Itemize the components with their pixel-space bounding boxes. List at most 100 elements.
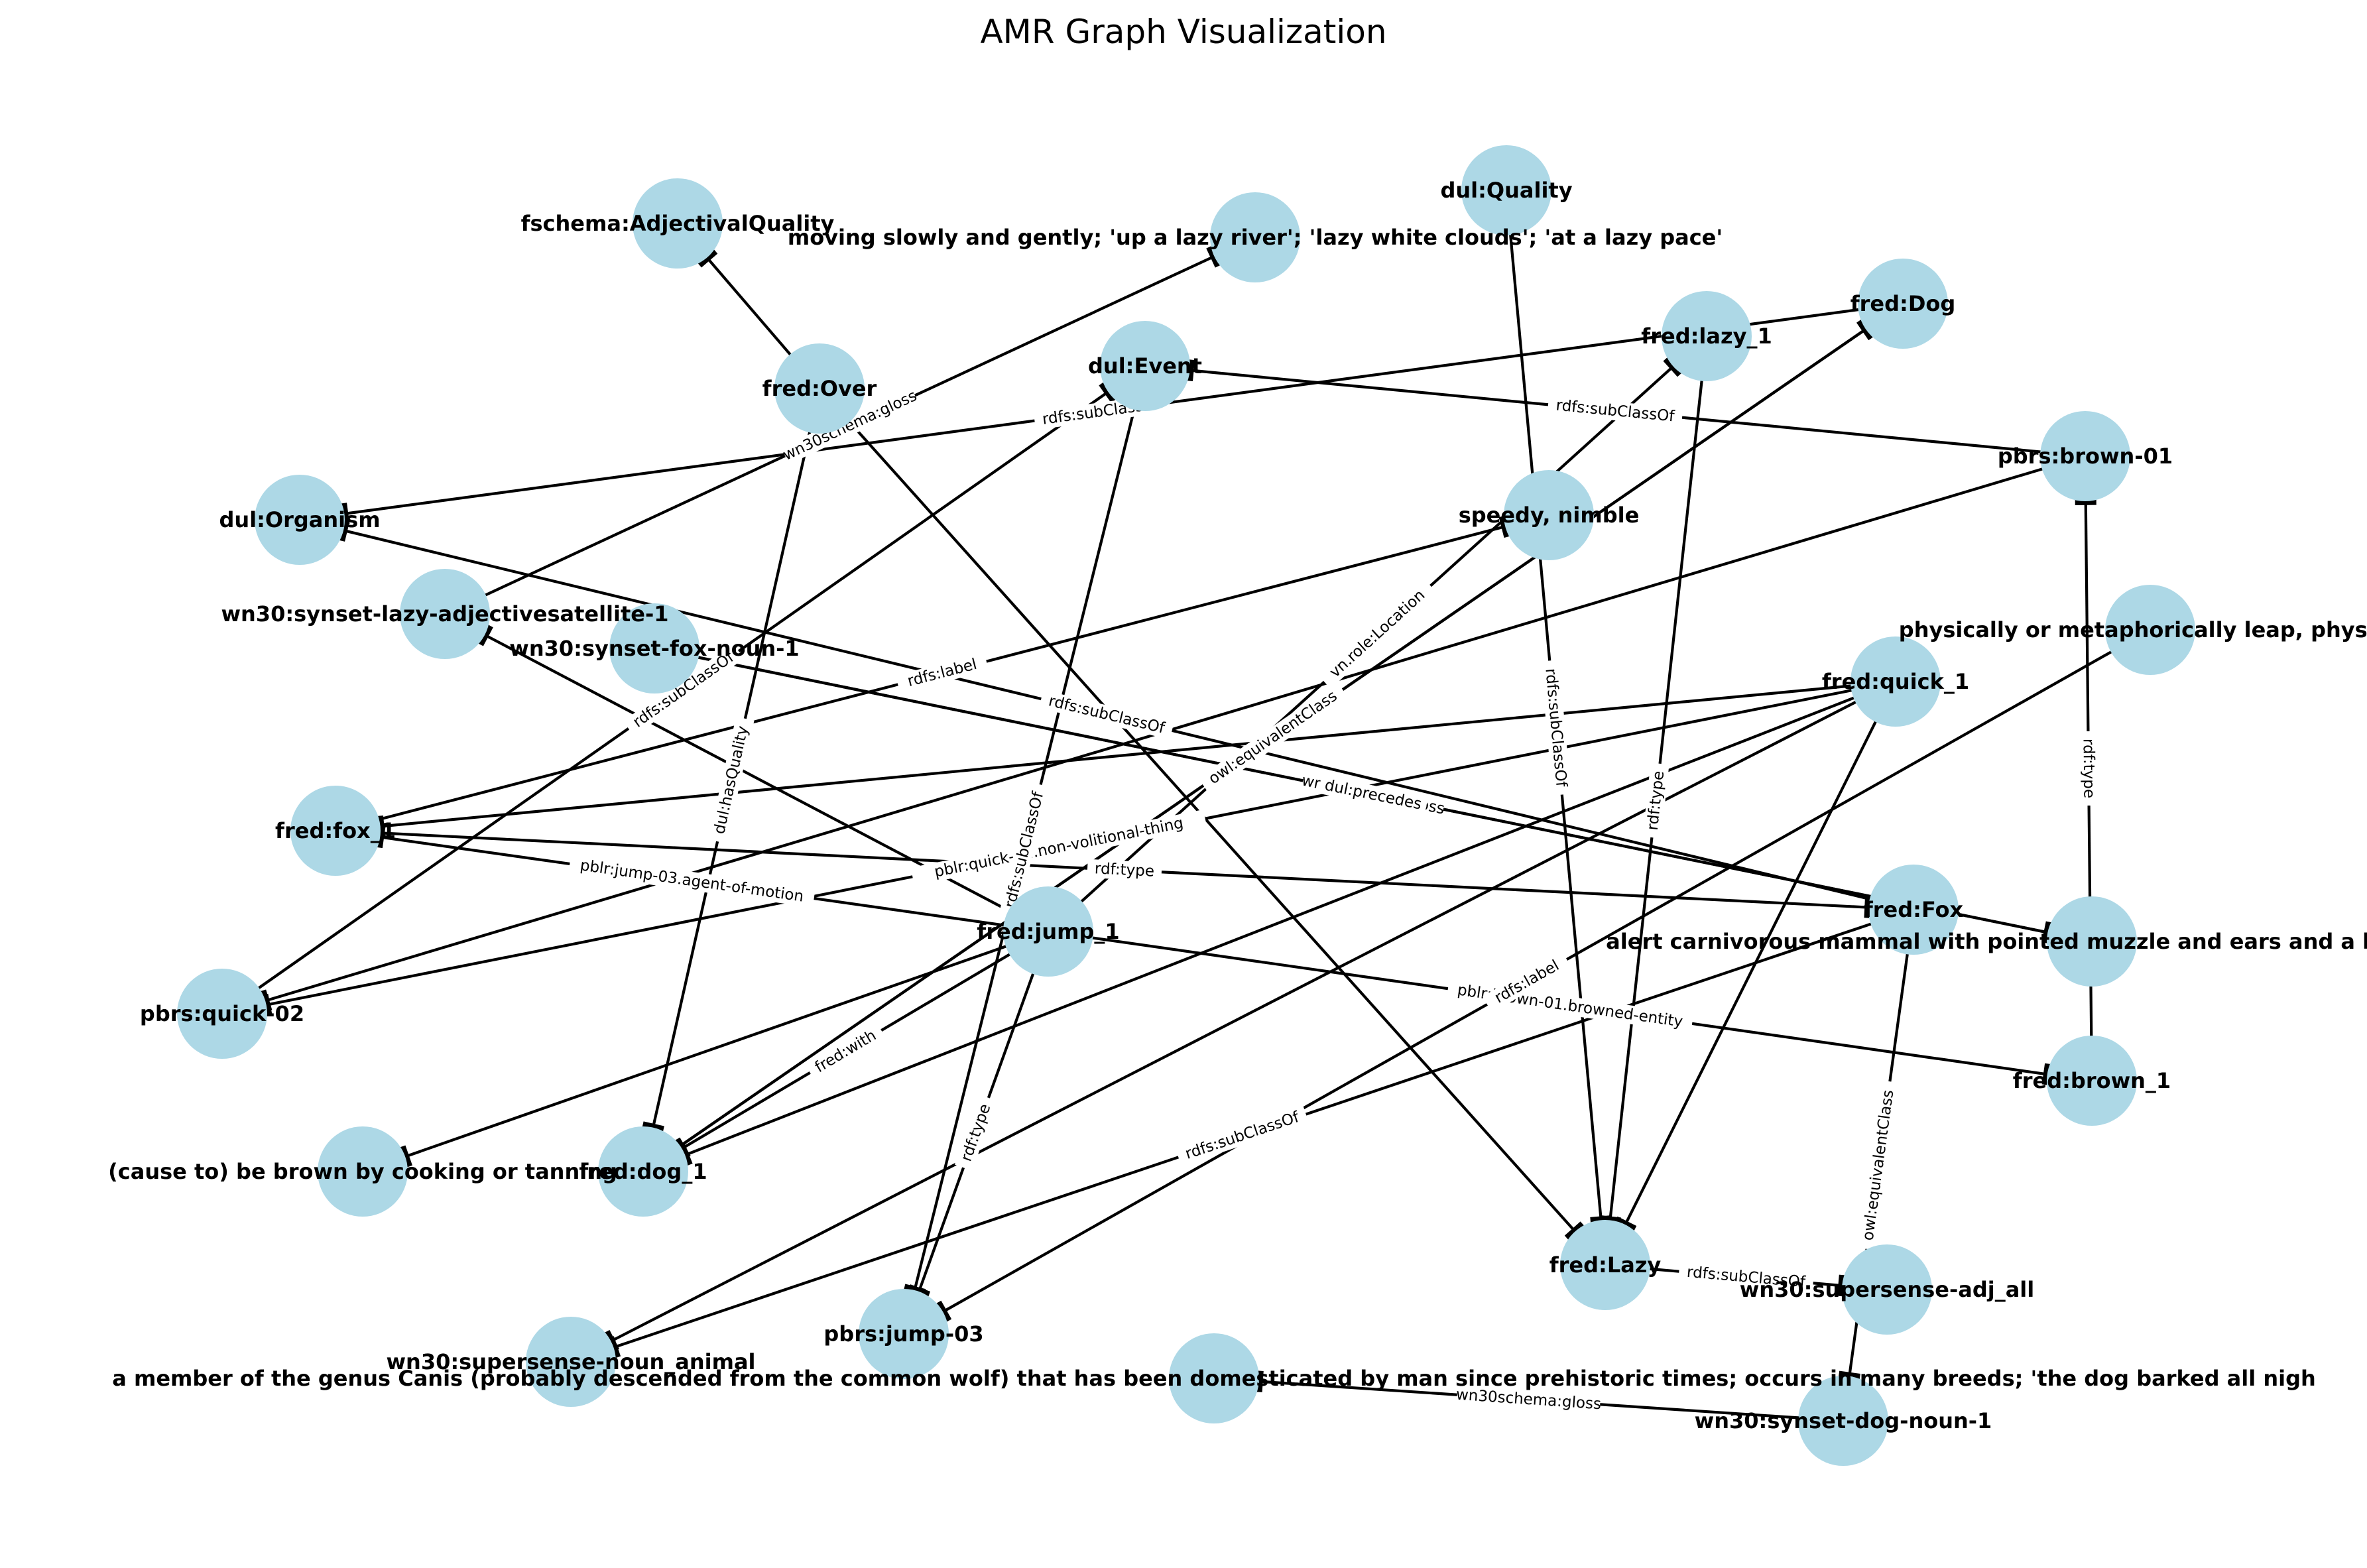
node-n_wn_fox_noun — [609, 603, 699, 694]
edge-n_fred_quick1-to-n_fred_dog1 — [685, 695, 1856, 1156]
edge-label-group: dul:hasQuality — [708, 716, 755, 844]
node-n_gloss_lazy — [1210, 192, 1300, 282]
node-label: pbrs:jump-03 — [823, 1321, 983, 1347]
edge-label-background — [999, 782, 1050, 918]
node-n_fred_dog — [1858, 259, 1948, 349]
edge-arrowhead — [1864, 896, 1872, 918]
edge-label: rdfs:subClassOf — [1555, 396, 1675, 425]
graph-title: AMR Graph Visualization — [980, 13, 1386, 51]
edge-n_fred_quick1-to-n_fred_fox1 — [381, 684, 1853, 828]
edge-label-group: rdfs:label — [895, 652, 989, 694]
node-n_fred_fox — [1868, 865, 1959, 955]
node-label: fred:Lazy — [1549, 1252, 1662, 1278]
node-n_wn_adj_all — [1842, 1244, 1932, 1335]
node-n_fred_jump1 — [1003, 886, 1093, 977]
node-n_pbrs_brown01 — [2040, 411, 2130, 501]
edge-label-background — [781, 387, 919, 465]
edge-arrowhead — [1838, 1370, 1860, 1380]
edge-arrowhead — [399, 1145, 412, 1168]
node-n_fred_dog1 — [598, 1126, 688, 1217]
edge-label-background — [1456, 1385, 1601, 1414]
edge-arrowhead — [1187, 359, 1195, 381]
edge-label-background — [910, 809, 1207, 886]
edge-label-group: rdfs:subClassOf — [1547, 395, 1683, 427]
edge-label-background — [1547, 395, 1683, 427]
edge-label-background — [708, 716, 755, 844]
node-n_fred_fox1 — [290, 786, 381, 876]
edge-label-background — [568, 855, 816, 908]
node-label: fschema:AdjectivalQuality — [521, 211, 835, 236]
edge-label-group: rdf:type — [1087, 859, 1162, 882]
node-n_dul_event — [1100, 321, 1190, 411]
edge-arrowhead — [1599, 1215, 1621, 1224]
edge-arrowhead — [477, 625, 493, 646]
edge-arrowhead — [642, 1121, 664, 1132]
node-label: fred:brown_1 — [2013, 1068, 2171, 1093]
edge-label: rdfs:subClassOf — [1047, 692, 1167, 737]
node-label: fred:dog_1 — [579, 1159, 707, 1184]
node-n_gloss_jump — [2105, 585, 2195, 675]
node-label: fred:Fox — [1864, 897, 1964, 922]
node-label: fred:quick_1 — [1822, 669, 1969, 694]
edge-label-background — [1642, 762, 1669, 839]
node-n_speedy — [1504, 470, 1594, 560]
edge-arrowhead — [1206, 245, 1221, 268]
node-label: pbrs:quick-02 — [140, 1001, 304, 1026]
edge-label-group: rdfs:subClassOf — [1540, 660, 1571, 796]
node-label: dul:Event — [1088, 353, 1202, 379]
node-label: alert carnivorous mammal with pointed mu… — [1606, 929, 2367, 954]
node-n_dul_quality — [1461, 145, 1551, 235]
edge-label: dul:precedes — [1323, 776, 1424, 813]
edge-n_fred_quick1-to-n_fred_lazy — [1624, 719, 1878, 1225]
edge-label: rdfs:label — [906, 656, 979, 690]
node-n_fschema_adj — [633, 178, 723, 269]
edge-label: rdf:type — [1094, 860, 1154, 880]
edge-arrowhead — [604, 1330, 620, 1352]
node-label: fred:Dog — [1851, 291, 1956, 316]
edge-label-background — [1857, 1080, 1900, 1250]
node-label: physically or metaphorically leap, physi… — [1899, 617, 2367, 642]
node-label: moving slowly and gently; 'up a lazy riv… — [788, 225, 1723, 250]
node-n_fred_lazy1 — [1662, 291, 1752, 381]
node-n_pbrs_jump03 — [859, 1289, 949, 1379]
node-n_fred_quick1 — [1851, 636, 1941, 727]
edge-arrowhead — [339, 519, 350, 542]
edge-label-group: rdf:type — [1642, 762, 1669, 839]
edge-arrowhead — [1663, 357, 1682, 377]
node-label: dul:Organism — [219, 507, 380, 532]
edge-label-background — [2079, 731, 2098, 806]
node-label: pbrs:brown-01 — [1998, 444, 2173, 469]
edge-label: rdf:type — [2080, 739, 2098, 798]
edge-label-group: vn.role:Location — [1318, 579, 1437, 689]
edge-label-group: dul:precedes — [1317, 774, 1429, 815]
node-n_gloss_dog — [1169, 1333, 1259, 1423]
node-label: wn30:supersense-noun_animal — [386, 1349, 755, 1374]
edge-arrowhead — [904, 1284, 926, 1295]
edge-arrowhead — [376, 826, 386, 849]
edge-label-background — [805, 1022, 886, 1081]
node-n_fred_over — [774, 343, 865, 434]
edge-arrowhead — [1837, 1274, 1845, 1297]
edge-label: rdf:type — [958, 1102, 995, 1164]
edge-label-background — [1540, 660, 1571, 796]
edge-arrowhead — [1856, 319, 1874, 341]
edge-label-group: rdf:type — [2079, 731, 2098, 806]
node-label: fred:jump_1 — [977, 919, 1119, 944]
edge-label-background — [1678, 1262, 1814, 1293]
node-label: fred:Over — [762, 376, 877, 401]
edge-label: fred:with — [812, 1027, 879, 1077]
edge-n_fred_over-to-n_fschema_adj — [706, 257, 793, 357]
edge-label-group: pblr:quick-02.non-volitional-thing — [910, 809, 1207, 886]
edge-arrowhead — [2041, 1063, 2051, 1085]
edge-n_fred_over-to-n_fred_lazy — [847, 419, 1576, 1232]
node-n_fred_brown1 — [2047, 1036, 2137, 1126]
edge-label-background — [895, 652, 989, 694]
edge-n_fred_jump1-to-n_gloss_brown — [405, 944, 1008, 1158]
edge-label-background — [1087, 859, 1162, 882]
edge-label: dul:hasQuality — [711, 725, 752, 836]
edge-label-background — [1175, 1105, 1309, 1166]
edge-label-group: rdfs:subClassOf — [1175, 1105, 1309, 1166]
edge-label-background — [954, 1095, 998, 1171]
